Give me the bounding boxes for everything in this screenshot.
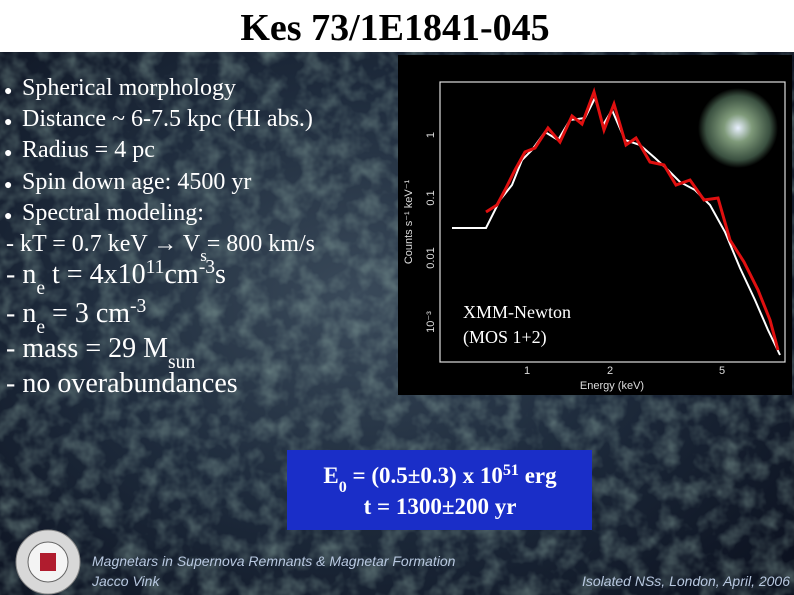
subscript: sun <box>168 352 195 373</box>
superscript: 51 <box>503 462 519 479</box>
bullet: Spin down age: 4500 yr <box>22 169 251 195</box>
title: Kes 73/1E1841-045 <box>240 7 549 49</box>
detail-line: - ne = 3 cm-3 <box>6 296 147 338</box>
y-tick-label: 10⁻³ <box>425 311 437 333</box>
remnant-image <box>698 88 778 168</box>
footer-text: Magnetars in Supernova Remnants & Magnet… <box>92 553 456 569</box>
superscript: -3 <box>130 296 147 317</box>
y-tick-label: 0.01 <box>425 247 437 268</box>
spectrum-panel: 1 0.1 0.01 10⁻³ Counts s⁻¹ keV⁻¹ 1 2 5 E… <box>398 55 792 395</box>
subscript: 0 <box>339 479 347 496</box>
text: cm <box>164 259 198 290</box>
result-box: E0 = (0.5±0.3) x 1051 erg t = 1300±200 y… <box>287 450 592 530</box>
detail-line: - no overabundances <box>6 368 238 399</box>
text: erg <box>519 463 557 488</box>
box-background <box>287 450 592 530</box>
text: s <box>215 259 226 290</box>
x-axis-label: Energy (keV) <box>580 380 644 392</box>
detail-list: - ne t = 4x1011cm-3s - ne = 3 cm-3 - mas… <box>6 257 238 400</box>
annotation: XMM-Newton <box>463 302 571 322</box>
detail-line: - kT = 0.7 keV → Vs= 800 km/s <box>6 231 315 265</box>
x-tick-label: 1 <box>524 365 530 377</box>
bullet-dot: ● <box>4 146 12 161</box>
logo-shield <box>40 553 56 571</box>
detail-line: - ne t = 4x1011cm-3s <box>6 257 226 299</box>
subscript: s <box>200 246 207 265</box>
superscript: 11 <box>146 257 165 278</box>
subscript: e <box>36 278 45 299</box>
bullet: Spectral modeling: <box>22 200 204 226</box>
result-line: E0 = (0.5±0.3) x 1051 erg <box>323 462 557 496</box>
y-tick-label: 0.1 <box>425 190 437 205</box>
x-tick-label: 2 <box>607 365 613 377</box>
text: - mass = 29 M <box>6 333 168 364</box>
axis-labels: 1 0.1 0.01 10⁻³ Counts s⁻¹ keV⁻¹ 1 2 5 E… <box>403 132 725 392</box>
y-axis-label: Counts s⁻¹ keV⁻¹ <box>403 179 415 264</box>
footer-text: Isolated NSs, London, April, 2006 <box>582 573 790 589</box>
text: E <box>323 463 338 488</box>
footer: Magnetars in Supernova Remnants & Magnet… <box>91 553 790 589</box>
bullet-list: ● Spherical morphology ● Distance ~ 6-7.… <box>4 75 315 265</box>
plot-frame <box>439 81 786 363</box>
subscript: e <box>36 317 45 338</box>
bullet-dot: ● <box>4 178 12 193</box>
detail-line: - mass = 29 Msun <box>6 333 195 373</box>
text: t = 4x10 <box>45 259 146 290</box>
data-curve <box>485 87 780 351</box>
annotation: (MOS 1+2) <box>463 327 547 348</box>
bullet-dot: ● <box>4 84 12 99</box>
logo <box>15 529 81 595</box>
y-tick-label: 1 <box>425 132 437 138</box>
bullet: Spherical morphology <box>22 75 236 101</box>
bullet: Radius = 4 pc <box>22 137 155 163</box>
text: = 800 km/s <box>207 231 315 257</box>
bullet: Distance ~ 6-7.5 kpc (HI abs.) <box>22 106 313 132</box>
bullet-dot: ● <box>4 209 12 224</box>
text: - kT = 0.7 keV → V <box>6 231 201 257</box>
result-line: t = 1300±200 yr <box>364 494 517 519</box>
text: - n <box>6 298 36 329</box>
bullet-dot: ● <box>4 115 12 130</box>
x-tick-label: 5 <box>719 365 725 377</box>
title-band <box>0 0 794 52</box>
footer-text: Jacco Vink <box>91 573 160 589</box>
text: - n <box>6 259 36 290</box>
superscript: -3 <box>199 257 216 278</box>
text: = (0.5±0.3) x 10 <box>347 463 503 488</box>
text: = 3 cm <box>45 298 130 329</box>
